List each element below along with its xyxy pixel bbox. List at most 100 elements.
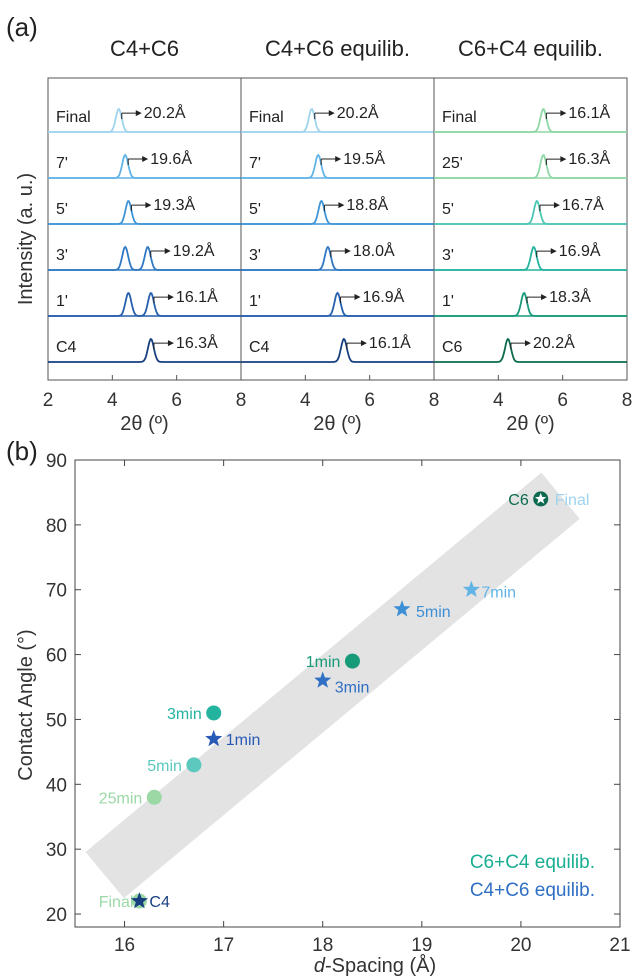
xrd-arrow-head [524,340,531,347]
xrd-peak-d-label: 18.8Å [346,195,388,214]
panel-b-xlabel-rest: -Spacing (Å) [325,954,436,977]
xrd-peak-d-label: 16.9Å [363,287,405,306]
panel-b-xlabel: d-Spacing (Å) [314,954,436,977]
xrd-trace [241,337,434,363]
xrd-trace [48,245,241,271]
x-tick-label: 19 [411,935,432,956]
xrd-peak-d-label: 20.2Å [144,103,186,122]
panel-b-xlabel-italic: d [314,955,326,977]
xrd-trace [241,107,434,133]
scatter-point-star [130,892,148,909]
xrd-trace-label: 1' [56,293,68,310]
xrd-arrow-head [354,294,361,300]
xrd-arrow-head [164,248,171,254]
scatter-point-circle [186,757,202,773]
xrd-arrow-head [560,110,567,117]
xrd-trace-label: 5' [442,201,454,218]
panel-a-ylabel: Intensity (a. u.) [15,173,37,305]
xrd-peak-d-label: 16.3Å [568,149,610,168]
trend-band [85,472,580,899]
xrd-peak-d-label: 16.9Å [559,241,601,260]
scatter-point-label: 3min [167,706,202,723]
xrd-trace [241,245,434,271]
y-tick-label: 20 [46,905,67,926]
xrd-trace [48,107,241,133]
xrd-peak-d-label: 20.2Å [533,333,575,352]
xrd-peak-d-label: 16.1Å [176,287,218,306]
xrd-tick-label: 6 [364,390,375,411]
xrd-trace [434,153,627,179]
xrd-trace [434,291,627,317]
scatter-frame [74,459,621,928]
xrd-tick-label: 4 [107,390,118,411]
scatter-point-star [314,671,332,688]
scatter-point-circle [146,789,162,805]
xrd-peak-d-label: 19.3Å [153,195,195,214]
xrd-trace-label: 5' [249,201,261,218]
xrd-peak-d-label: 16.3Å [176,333,218,352]
scatter-point-label: 7min [481,585,516,602]
xrd-trace [434,338,627,363]
scatter-point-label: 5min [147,758,182,775]
xrd-trace-label: 25' [442,155,463,172]
xrd-trace-label: 3' [56,247,68,264]
xrd-trace [48,337,241,363]
scatter-point-circle [206,705,222,721]
y-tick-label: 50 [46,710,67,731]
xrd-tick-label: 6 [557,390,568,411]
xrd-tick-label: 8 [429,390,440,411]
xrd-trace [241,153,434,179]
xrd-tick-label: 6 [171,390,182,411]
xrd-panel-title: C6+C4 equilib. [458,36,603,61]
scatter-point-label: 1min [226,732,261,749]
xrd-peak-d-label: 16.7Å [562,195,604,214]
xrd-arrow-head [328,110,335,117]
xrd-peak-d-label: 18.3Å [549,287,591,306]
xrd-peak-d-label: 16.1Å [568,103,610,122]
scatter-point-star [462,580,480,597]
xrd-trace [434,246,627,271]
xrd-trace [48,153,241,179]
scatter-point-label: Final [99,894,134,911]
xrd-arrow-head [145,202,152,209]
y-tick-label: 70 [46,581,67,602]
x-tick-label: 17 [213,935,234,956]
legend-entry: C6+C4 equilib. [470,852,595,873]
y-tick-label: 40 [46,775,67,796]
xrd-peak-d-label: 19.6Å [150,149,192,168]
scatter-point-star [535,492,547,504]
xrd-arrow-head [550,248,557,255]
xrd-trace-label: C4 [56,339,77,356]
xrd-trace [48,291,241,317]
xrd-trace-label: Final [442,109,477,126]
y-tick-label: 90 [46,451,67,472]
xrd-trace-label: 3' [249,247,261,264]
scatter-point-star [205,729,223,747]
panel-b-ylabel: Contact Angle (°) [15,629,37,780]
scatter-point-label: Final [555,492,590,509]
y-tick-label: 60 [46,646,67,667]
xrd-panel-title: C4+C6 [110,36,179,61]
xrd-tick-label: 4 [300,390,311,411]
panel-b-letter: (b) [6,436,38,466]
xrd-arrow-head [167,340,174,347]
xrd-arrow-head [344,248,351,254]
scatter-point-star [393,600,411,617]
x-tick-label: 16 [114,935,135,956]
xrd-panel-frame [433,77,628,381]
scatter-point-label: C6 [508,492,529,509]
xrd-arrow-head [135,110,142,117]
xrd-trace [241,200,434,225]
x-tick-label: 20 [510,935,531,956]
xrd-trace-label: 5' [56,201,68,218]
scatter-point-label: 25min [99,790,143,807]
xrd-tick-label: 4 [493,390,504,411]
xrd-peak-d-label: 19.2Å [173,241,215,260]
y-tick-label: 80 [46,516,67,537]
xrd-trace-label: Final [249,109,284,126]
xrd-trace-label: C6 [442,339,463,356]
xrd-trace-label: 1' [249,293,261,310]
scatter-point-label: 3min [335,680,370,697]
xrd-trace-label: 3' [442,247,454,264]
